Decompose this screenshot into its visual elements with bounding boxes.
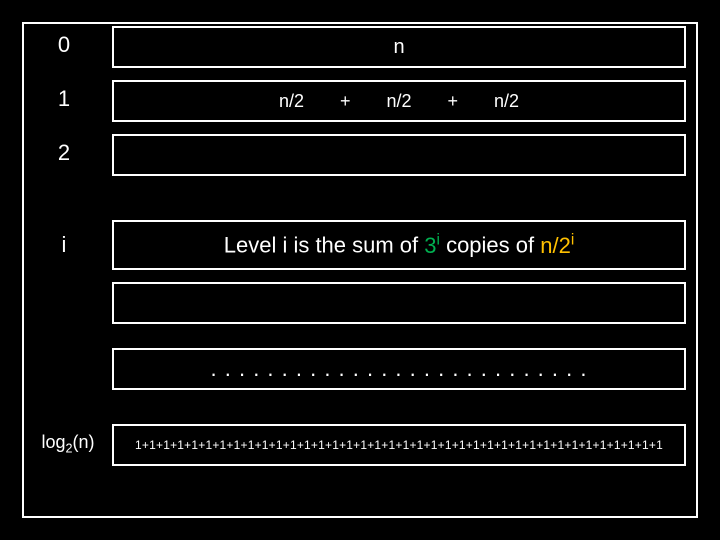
- row-dots-cell: . . . . . . . . . . . . . . . . . . . . …: [112, 348, 686, 390]
- row-i-cell: Level i is the sum of 3i copies of n/2i: [112, 220, 686, 270]
- row-label-log: log2(n): [28, 432, 108, 456]
- row-i-prefix: Level i is the sum of: [224, 233, 425, 258]
- row-i-accent-a-base: 3: [424, 233, 436, 258]
- row-log-cell: 1+1+1+1+1+1+1+1+1+1+1+1+1+1+1+1+1+1+1+1+…: [112, 424, 686, 466]
- row-1-part-4: n/2: [494, 91, 519, 112]
- row-i-accent-b-sup: i: [571, 231, 574, 248]
- row-i-accent-b-base: n/2: [540, 233, 571, 258]
- row-label-i: i: [44, 232, 84, 258]
- row-0-content: n: [393, 36, 404, 59]
- log-label-pre: log: [41, 432, 65, 452]
- row-label-2: 2: [44, 140, 84, 166]
- row-i-accent-b: n/2i: [540, 233, 574, 258]
- log-label-post: (n): [73, 432, 95, 452]
- row-dots-text: . . . . . . . . . . . . . . . . . . . . …: [211, 356, 588, 382]
- row-label-1: 1: [44, 86, 84, 112]
- row-blank-cell: [112, 282, 686, 324]
- row-i-accent-a: 3i: [424, 233, 440, 258]
- row-1-part-3: +: [448, 91, 459, 112]
- row-i-text: Level i is the sum of 3i copies of n/2i: [224, 231, 575, 258]
- row-0-cell: n: [112, 26, 686, 68]
- row-1-part-2: n/2: [386, 91, 411, 112]
- row-log-text: 1+1+1+1+1+1+1+1+1+1+1+1+1+1+1+1+1+1+1+1+…: [135, 438, 663, 452]
- row-2-cell: [112, 134, 686, 176]
- log-label-sub: 2: [66, 442, 73, 456]
- row-1-cell: n/2 + n/2 + n/2: [112, 80, 686, 122]
- row-1-part-0: n/2: [279, 91, 304, 112]
- row-i-mid: copies of: [440, 233, 540, 258]
- row-1-part-1: +: [340, 91, 351, 112]
- row-label-0: 0: [44, 32, 84, 58]
